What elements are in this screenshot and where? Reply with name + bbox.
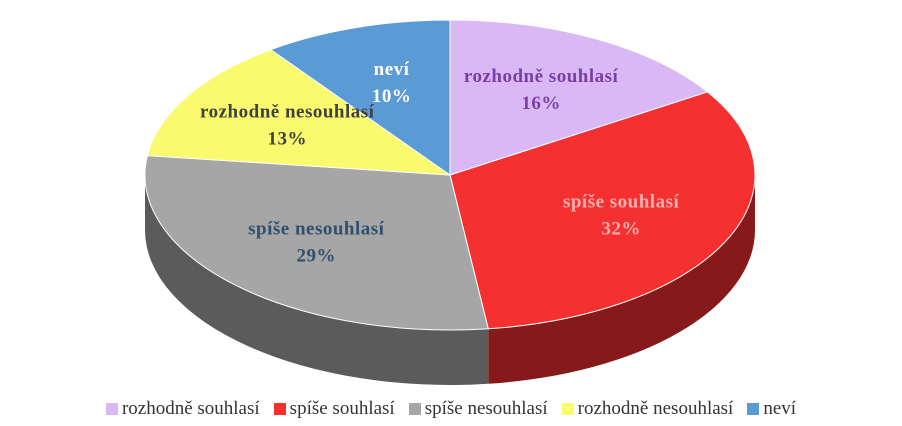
legend-label: spíše souhlasí: [289, 398, 395, 419]
data-label-value: 29%: [297, 245, 337, 266]
data-label-value: 10%: [372, 86, 412, 107]
legend-item: spíše nesouhlasí: [408, 398, 548, 420]
chart: rozhodně souhlasí 16% spíše souhlasí 32% spí…: [144, 19, 756, 385]
slice-side: [145, 175, 489, 385]
legend: rozhodně souhlasí spíše souhlasí spíše nes…: [0, 398, 902, 420]
data-label-value: 13%: [267, 128, 307, 149]
slice: [449, 19, 709, 176]
legend-swatch: [105, 403, 118, 415]
slice-side: [488, 175, 755, 384]
legend-swatch: [408, 403, 421, 415]
legend-swatch: [561, 403, 574, 415]
legend-item: neví: [747, 398, 796, 420]
legend-label: spíše nesouhlasí: [424, 398, 548, 419]
data-label-value: 32%: [601, 218, 641, 239]
legend-item: rozhodně nesouhlasí: [561, 398, 734, 420]
data-label-name: rozhodně nesouhlasí: [200, 101, 375, 122]
legend-label: rozhodně nesouhlasí: [577, 398, 734, 419]
slice: [269, 19, 451, 176]
data-label-name: rozhodně souhlasí: [464, 66, 619, 87]
slice: [146, 49, 452, 176]
legend-label: rozhodně souhlasí: [121, 398, 260, 419]
slice: [144, 155, 489, 331]
legend-swatch: [747, 403, 760, 415]
legend-label: neví: [763, 398, 797, 419]
data-label-name: spíše nesouhlasí: [248, 218, 385, 239]
data-label-name: neví: [374, 59, 410, 80]
data-label-value: 16%: [521, 93, 561, 114]
legend-item: rozhodně souhlasí: [105, 398, 260, 420]
legend-swatch: [273, 403, 286, 415]
slice: [449, 91, 756, 330]
data-label-name: spíše souhlasí: [563, 191, 680, 212]
legend-item: spíše souhlasí: [273, 398, 395, 420]
